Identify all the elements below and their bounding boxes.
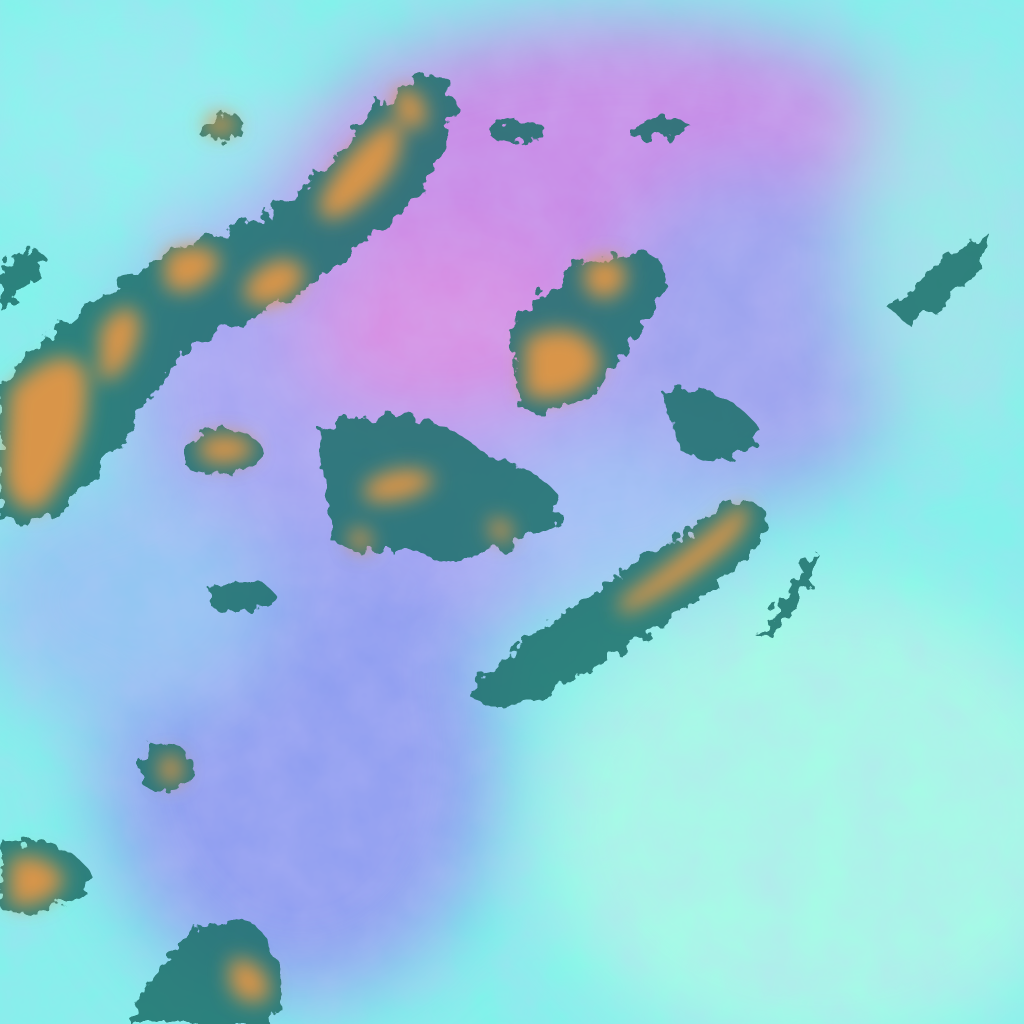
cloud-tops (5, 89, 749, 1003)
